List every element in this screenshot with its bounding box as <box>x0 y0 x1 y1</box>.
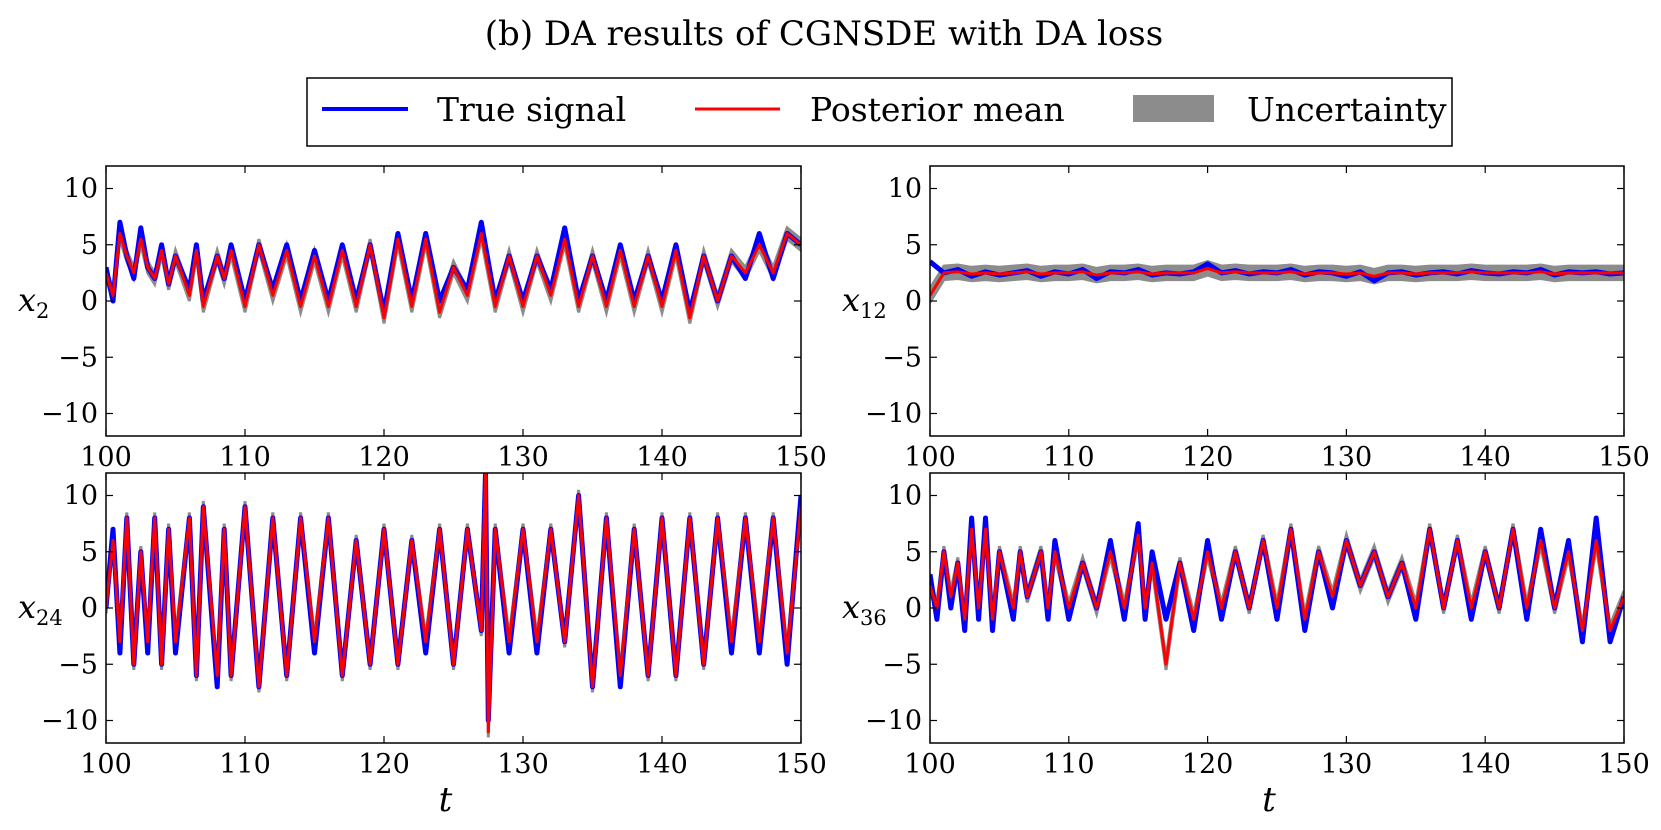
ytick-label-x12: 0 <box>905 286 922 317</box>
ytick-label-x12: −5 <box>882 342 922 373</box>
ytick-label-x12: −10 <box>865 399 922 430</box>
posterior-mean-line-x36 <box>930 527 1624 666</box>
xtick-label-x12: 110 <box>1043 442 1095 473</box>
plot-area-x36 <box>930 515 1624 671</box>
posterior-mean-line-x24 <box>106 473 801 734</box>
legend-label-true-signal: True signal <box>437 90 626 129</box>
xtick-label-x2: 130 <box>497 442 549 473</box>
legend: True signal Posterior mean Uncertainty <box>306 77 1453 147</box>
xtick-label-x36: 110 <box>1043 749 1095 780</box>
ytick-label-x2: −5 <box>58 342 98 373</box>
ytick-label-x2: 10 <box>64 174 98 205</box>
ytick-label-x36: −10 <box>865 706 922 737</box>
plot-area-x2 <box>106 219 801 324</box>
xtick-label-x12: 130 <box>1321 442 1373 473</box>
ytick-label-x2: 5 <box>81 230 98 261</box>
posterior-mean-line-x2 <box>106 232 801 320</box>
ytick-label-x24: 10 <box>64 481 98 512</box>
xlabel-x36: t <box>1262 780 1276 820</box>
ytick-label-x2: 0 <box>81 286 98 317</box>
legend-label-uncertainty: Uncertainty <box>1247 90 1447 129</box>
axes-frame-x12 <box>929 165 1625 437</box>
ytick-label-x36: −5 <box>882 649 922 680</box>
xtick-label-x12: 120 <box>1182 442 1234 473</box>
xtick-label-x12: 140 <box>1459 442 1511 473</box>
figure-title: (b) DA results of CGNSDE with DA loss <box>485 14 1163 54</box>
xtick-label-x24: 100 <box>80 749 132 780</box>
true-signal-line-x36 <box>930 515 1624 645</box>
xtick-label-x24: 110 <box>219 749 271 780</box>
xtick-label-x36: 150 <box>1598 749 1650 780</box>
uncertainty-band-x12 <box>930 260 1624 305</box>
xtick-label-x12: 100 <box>904 442 956 473</box>
xtick-label-x2: 150 <box>775 442 827 473</box>
ytick-label-x24: 0 <box>81 593 98 624</box>
plot-area-x12 <box>930 259 1624 305</box>
ytick-label-x2: −10 <box>41 399 98 430</box>
xtick-label-x36: 100 <box>904 749 956 780</box>
ytick-label-x12: 10 <box>888 174 922 205</box>
plot-area-x24 <box>106 473 801 738</box>
xtick-label-x12: 150 <box>1598 442 1650 473</box>
panel-x36: 100 110 120 130 140 150 −10 −5 0 5 10 x36 t <box>842 472 1650 820</box>
ytick-label-x24: −10 <box>41 706 98 737</box>
legend-label-posterior-mean: Posterior mean <box>810 90 1065 129</box>
ylabel-x2: x2 <box>18 281 49 323</box>
xtick-label-x2: 140 <box>636 442 688 473</box>
xtick-label-x36: 140 <box>1459 749 1511 780</box>
ytick-label-x24: 5 <box>81 537 98 568</box>
uncertainty-band-x36 <box>930 523 1624 671</box>
legend-swatch-uncertainty <box>1133 95 1214 122</box>
xlabel-x24: t <box>439 780 453 820</box>
ytick-label-x36: 0 <box>905 593 922 624</box>
ytick-label-x12: 5 <box>905 230 922 261</box>
panel-x12: 100 110 120 130 140 150 −10 −5 0 5 10 x12 <box>842 165 1650 473</box>
legend-frame <box>306 77 1453 147</box>
xtick-label-x2: 120 <box>358 442 410 473</box>
xtick-label-x2: 110 <box>219 442 271 473</box>
xtick-label-x24: 150 <box>775 749 827 780</box>
ytick-label-x36: 10 <box>888 481 922 512</box>
posterior-mean-line-x12 <box>930 266 1624 297</box>
panel-x24: 100 110 120 130 140 150 −10 −5 0 5 10 x24 t <box>18 472 827 820</box>
ytick-label-x24: −5 <box>58 649 98 680</box>
ylabel-x24: x24 <box>18 588 63 630</box>
xtick-label-x24: 130 <box>497 749 549 780</box>
xtick-label-x36: 120 <box>1182 749 1234 780</box>
ytick-label-x36: 5 <box>905 537 922 568</box>
panel-x2: 100 110 120 130 140 150 −10 −5 0 5 10 x2 <box>18 165 827 473</box>
ylabel-x36: x36 <box>842 588 887 630</box>
xtick-label-x2: 100 <box>80 442 132 473</box>
axes-frame-x2 <box>105 165 802 437</box>
ylabel-x12: x12 <box>842 281 887 323</box>
xtick-label-x24: 140 <box>636 749 688 780</box>
xtick-label-x24: 120 <box>358 749 410 780</box>
xtick-label-x36: 130 <box>1321 749 1373 780</box>
